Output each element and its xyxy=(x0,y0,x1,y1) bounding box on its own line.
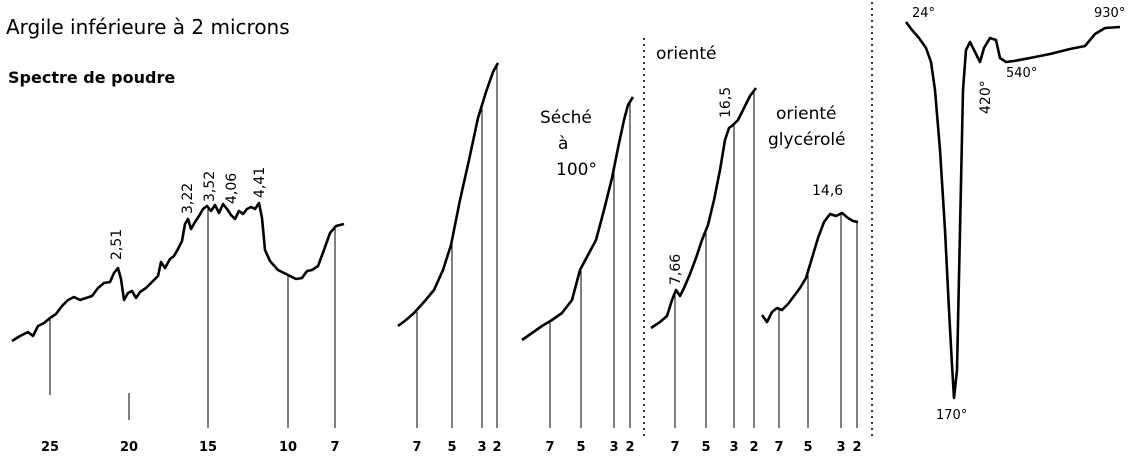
peak-label: 4,41 xyxy=(252,166,268,198)
seche-label-line1: Séché xyxy=(540,108,592,128)
tick-label: 15 xyxy=(198,440,218,455)
oriente-label: orienté xyxy=(656,44,717,64)
chart-subtitle: Spectre de poudre xyxy=(8,68,176,87)
seche-curve xyxy=(521,96,635,342)
tick-label: 7 xyxy=(330,440,340,455)
tick-label: 3 xyxy=(729,440,739,455)
tick-label: 10 xyxy=(278,440,298,455)
glycerole-curve xyxy=(760,211,859,324)
tick-label: 25 xyxy=(40,440,60,455)
glycerole-label-line1: orienté xyxy=(776,104,837,124)
tick-label: 5 xyxy=(701,440,711,455)
tick-label: 2 xyxy=(749,440,759,455)
dta-label: 170° xyxy=(936,408,968,423)
tick-label: 7 xyxy=(412,440,422,455)
glycerole-label-line2: glycérolé xyxy=(768,130,846,150)
dta-label: 540° xyxy=(1006,66,1038,81)
tick-label: 2 xyxy=(625,440,635,455)
tick-label: 7 xyxy=(774,440,784,455)
dta-label: 930° xyxy=(1094,6,1126,21)
tick-label: 5 xyxy=(803,440,813,455)
tick-label: 5 xyxy=(576,440,586,455)
dta-curve xyxy=(904,21,1121,400)
tick-label: 7 xyxy=(545,440,555,455)
tick-label: 5 xyxy=(447,440,457,455)
tick-label: 3 xyxy=(609,440,619,455)
sample-a-curve xyxy=(397,62,500,328)
peak-label: 4,06 xyxy=(224,172,240,204)
seche-label-line3: 100° xyxy=(556,160,597,180)
peak-label: 14,6 xyxy=(812,183,844,199)
peak-label: 2,51 xyxy=(109,228,125,260)
dta-label: 420° xyxy=(978,80,994,114)
tick-label: 2 xyxy=(852,440,862,455)
tick-label: 2 xyxy=(492,440,502,455)
peak-label: 16,5 xyxy=(718,86,734,118)
tick-label: 3 xyxy=(836,440,846,455)
peak-label: 3,22 xyxy=(180,182,196,214)
peak-label: 3,52 xyxy=(202,170,218,202)
powder-curve xyxy=(11,201,345,343)
chart-title: Argile inférieure à 2 microns xyxy=(6,15,290,39)
oriente-curve xyxy=(650,87,758,330)
seche-label-line2: à xyxy=(558,134,569,154)
peak-label: 7,66 xyxy=(668,253,684,285)
tick-label: 3 xyxy=(477,440,487,455)
tick-label: 7 xyxy=(670,440,680,455)
dta-label: 24° xyxy=(912,6,936,21)
tick-label: 20 xyxy=(119,440,139,455)
